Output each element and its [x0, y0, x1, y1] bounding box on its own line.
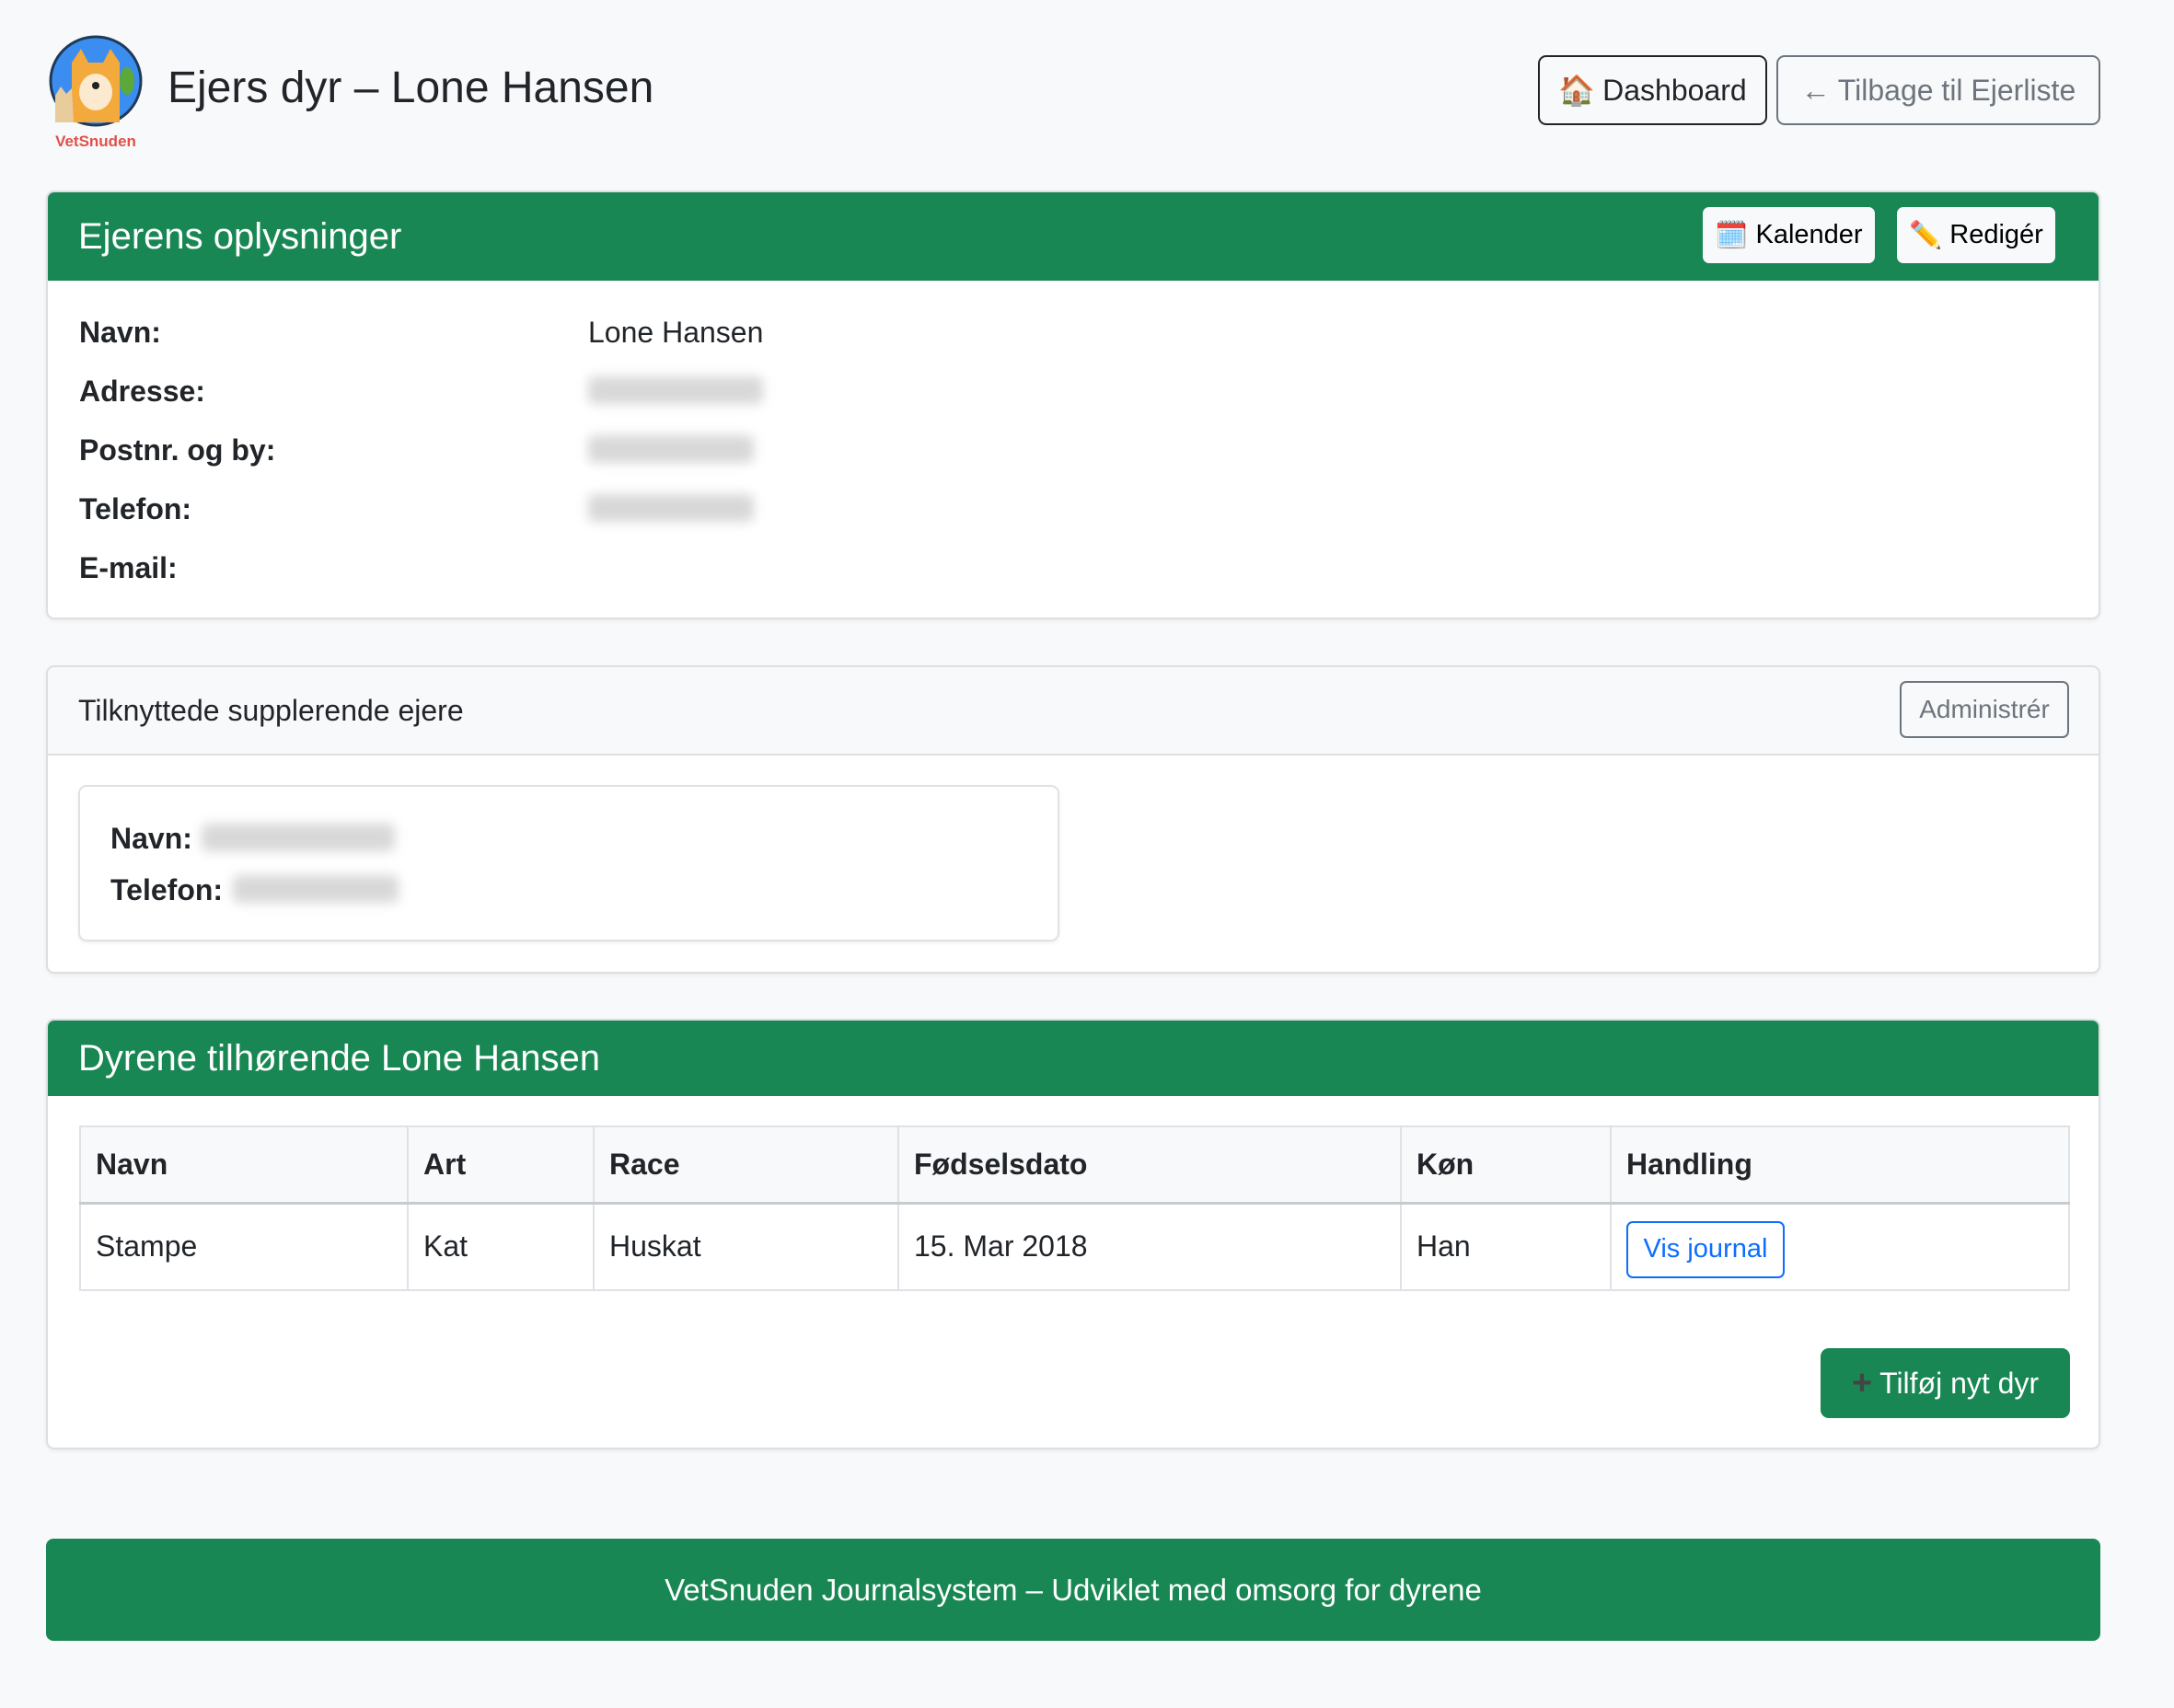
calendar-button[interactable]: 🗓️ Kalender: [1703, 207, 1875, 263]
back-to-owner-list-button[interactable]: ← Tilbage til Ejerliste: [1776, 55, 2100, 125]
logo-text: VetSnuden: [55, 133, 136, 150]
calendar-icon: 🗓️: [1715, 220, 1749, 250]
dashboard-button[interactable]: 🏠 Dashboard: [1538, 55, 1767, 125]
phone-label: Telefon:: [79, 492, 192, 525]
supp-name-label: Navn:: [110, 822, 192, 855]
add-animal-label: Tilføj nyt dyr: [1879, 1366, 2040, 1400]
owner-info-card: Ejerens oplysninger 🗓️ Kalender ✏️ Redigér…: [46, 190, 2100, 619]
supp-phone-redacted: [233, 875, 399, 910]
cell-birthdate: 15. Mar 2018: [897, 1202, 1402, 1291]
cell-name: Stampe: [79, 1202, 409, 1291]
supplementary-owners-card: Tilknyttede supplerende ejere Administré…: [46, 665, 2100, 974]
col-name: Navn: [79, 1125, 409, 1205]
phone-value-redacted: [588, 494, 754, 529]
name-value: Lone Hansen: [588, 316, 764, 349]
col-breed: Race: [593, 1125, 899, 1205]
col-birthdate: Fødselsdato: [897, 1125, 1402, 1205]
supp-phone-label: Telefon:: [110, 873, 224, 906]
edit-label: Redigér: [1949, 220, 2043, 249]
footer: VetSnuden Journalsystem – Udviklet med o…: [46, 1539, 2100, 1641]
vetsnuden-logo: VetSnuden: [46, 35, 145, 150]
cell-action: Vis journal: [1610, 1202, 2070, 1291]
manage-label: Administrér: [1919, 695, 2050, 723]
add-animal-button[interactable]: + Tilføj nyt dyr: [1821, 1348, 2070, 1418]
plus-icon: +: [1851, 1363, 1873, 1402]
col-sex: Køn: [1400, 1125, 1612, 1205]
animals-card: Dyrene tilhørende Lone Hansen Navn Art R…: [46, 1019, 2100, 1449]
animals-header: Dyrene tilhørende Lone Hansen: [48, 1021, 2099, 1096]
animals-title: Dyrene tilhørende Lone Hansen: [78, 1037, 601, 1079]
back-label: Tilbage til Ejerliste: [1837, 73, 2076, 107]
postal-label: Postnr. og by:: [79, 433, 276, 467]
supplementary-owner-box: Navn: Telefon:: [78, 785, 1059, 941]
supplementary-header: Tilknyttede supplerende ejere Administré…: [48, 667, 2099, 756]
cell-breed: Huskat: [593, 1202, 899, 1291]
email-label: E-mail:: [79, 551, 178, 584]
col-species: Art: [407, 1125, 595, 1205]
supplementary-title: Tilknyttede supplerende ejere: [78, 693, 464, 727]
cell-sex: Han: [1400, 1202, 1612, 1291]
logo-animals-icon: [49, 35, 143, 127]
table-header-row: Navn Art Race Fødselsdato Køn Handling: [79, 1125, 2070, 1205]
cell-species: Kat: [407, 1202, 595, 1291]
table-row: Stampe Kat Huskat 15. Mar 2018 Han Vis j…: [79, 1202, 2070, 1291]
col-action: Handling: [1610, 1125, 2070, 1205]
supp-name-redacted: [202, 824, 395, 859]
owner-info-header: Ejerens oplysninger 🗓️ Kalender ✏️ Redigér: [48, 192, 2099, 281]
arrow-left-icon: ←: [1800, 73, 1831, 107]
page-title: Ejers dyr – Lone Hansen: [168, 63, 654, 112]
address-value-redacted: [588, 376, 763, 411]
pencil-icon: ✏️: [1909, 220, 1943, 250]
edit-button[interactable]: ✏️ Redigér: [1897, 207, 2055, 263]
manage-button[interactable]: Administrér: [1900, 681, 2069, 738]
footer-text: VetSnuden Journalsystem – Udviklet med o…: [665, 1572, 1482, 1607]
owner-info-title: Ejerens oplysninger: [78, 215, 402, 257]
postal-value-redacted: [588, 435, 754, 470]
calendar-label: Kalender: [1755, 220, 1863, 249]
house-icon: 🏠: [1558, 74, 1596, 107]
name-label: Navn:: [79, 316, 161, 349]
address-label: Adresse:: [79, 375, 205, 408]
view-journal-button[interactable]: Vis journal: [1626, 1220, 1785, 1278]
animals-table: Navn Art Race Fødselsdato Køn Handling S…: [79, 1125, 2070, 1291]
dashboard-label: Dashboard: [1602, 73, 1747, 107]
